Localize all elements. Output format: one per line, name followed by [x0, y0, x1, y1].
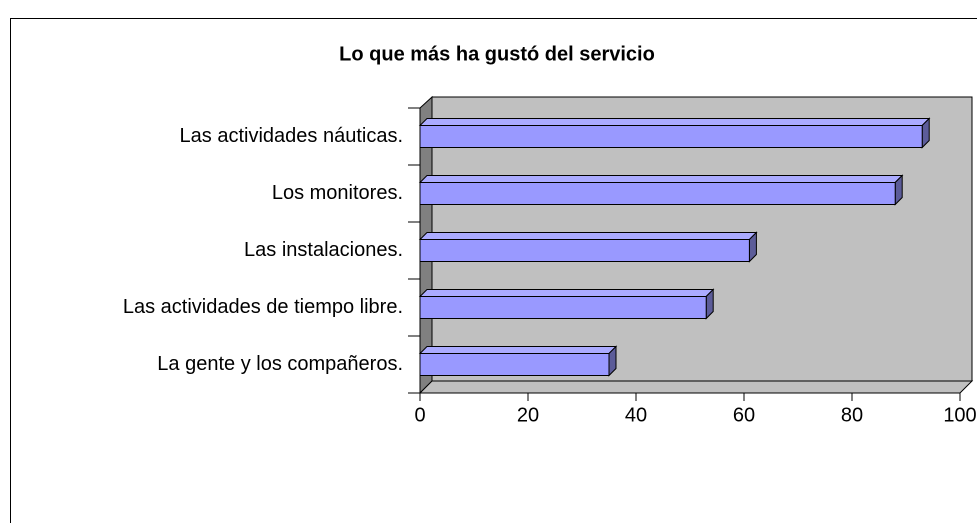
bar: [419, 125, 923, 148]
bar-top: [418, 118, 931, 126]
y-tick-label: Los monitores.: [272, 182, 403, 204]
x-tick-label: 100: [943, 404, 976, 426]
floor: [418, 380, 974, 394]
x-tick-label: 40: [625, 404, 647, 426]
bar: [419, 353, 610, 376]
bar: [419, 239, 750, 262]
bar: [419, 182, 896, 205]
x-tick-label: 0: [414, 404, 425, 426]
y-tick-label: Las actividades náuticas.: [180, 125, 403, 147]
chart-title: Lo que más ha gustó del servicio: [339, 43, 655, 65]
y-tick-label: La gente y los compañeros.: [157, 353, 403, 375]
bar: [419, 296, 707, 319]
y-tick-label: Las actividades de tiempo libre.: [123, 296, 403, 318]
y-tick-label: Las instalaciones.: [244, 239, 403, 261]
x-tick-label: 60: [733, 404, 755, 426]
x-tick-label: 20: [517, 404, 539, 426]
bar-top: [418, 175, 904, 183]
bar-top: [418, 346, 618, 354]
bar-top: [418, 289, 715, 297]
x-tick-label: 80: [841, 404, 863, 426]
bar-top: [418, 232, 758, 240]
